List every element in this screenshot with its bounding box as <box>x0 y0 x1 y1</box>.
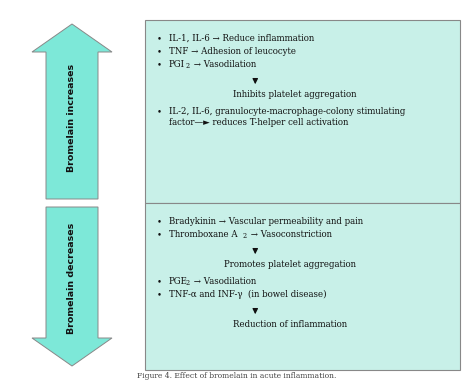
Text: Figure 4. Effect of bromelain in acute inflammation.: Figure 4. Effect of bromelain in acute i… <box>137 372 337 380</box>
Text: 2: 2 <box>186 62 190 70</box>
Text: Promotes platelet aggregation: Promotes platelet aggregation <box>224 260 356 269</box>
Text: •: • <box>157 47 162 56</box>
Text: Inhibits platelet aggregation: Inhibits platelet aggregation <box>233 90 357 99</box>
Text: Thromboxane A: Thromboxane A <box>169 230 237 239</box>
Text: PGI: PGI <box>169 60 185 69</box>
Text: •: • <box>157 230 162 239</box>
Text: IL-1, IL-6 → Reduce inflammation: IL-1, IL-6 → Reduce inflammation <box>169 34 314 43</box>
Text: Reduction of inflammation: Reduction of inflammation <box>233 320 347 329</box>
Text: → Vasodilation: → Vasodilation <box>191 277 256 286</box>
Text: Bromelain decreases: Bromelain decreases <box>67 223 76 334</box>
Text: → Vasodilation: → Vasodilation <box>191 60 256 69</box>
Bar <box>145 203 460 370</box>
Text: •: • <box>157 217 162 226</box>
Text: •: • <box>157 34 162 43</box>
Text: factor—► reduces T-helper cell activation: factor—► reduces T-helper cell activatio… <box>169 118 348 127</box>
Text: 2: 2 <box>186 279 190 287</box>
Text: 2: 2 <box>243 232 247 240</box>
Text: •: • <box>157 290 162 299</box>
Bar <box>145 20 460 203</box>
Text: TNF-α and INF-γ  (in bowel disease): TNF-α and INF-γ (in bowel disease) <box>169 290 327 299</box>
Text: Bradykinin → Vascular permeability and pain: Bradykinin → Vascular permeability and p… <box>169 217 363 226</box>
Text: •: • <box>157 107 162 116</box>
Text: Bromelain increases: Bromelain increases <box>67 64 76 172</box>
Text: → Vasoconstriction: → Vasoconstriction <box>248 230 332 239</box>
Polygon shape <box>32 207 112 366</box>
Text: TNF → Adhesion of leucocyte: TNF → Adhesion of leucocyte <box>169 47 296 56</box>
Text: PGE: PGE <box>169 277 188 286</box>
Polygon shape <box>32 24 112 199</box>
Text: •: • <box>157 277 162 286</box>
Text: IL-2, IL-6, granulocyte-macrophage-colony stimulating: IL-2, IL-6, granulocyte-macrophage-colon… <box>169 107 405 116</box>
Text: •: • <box>157 60 162 69</box>
